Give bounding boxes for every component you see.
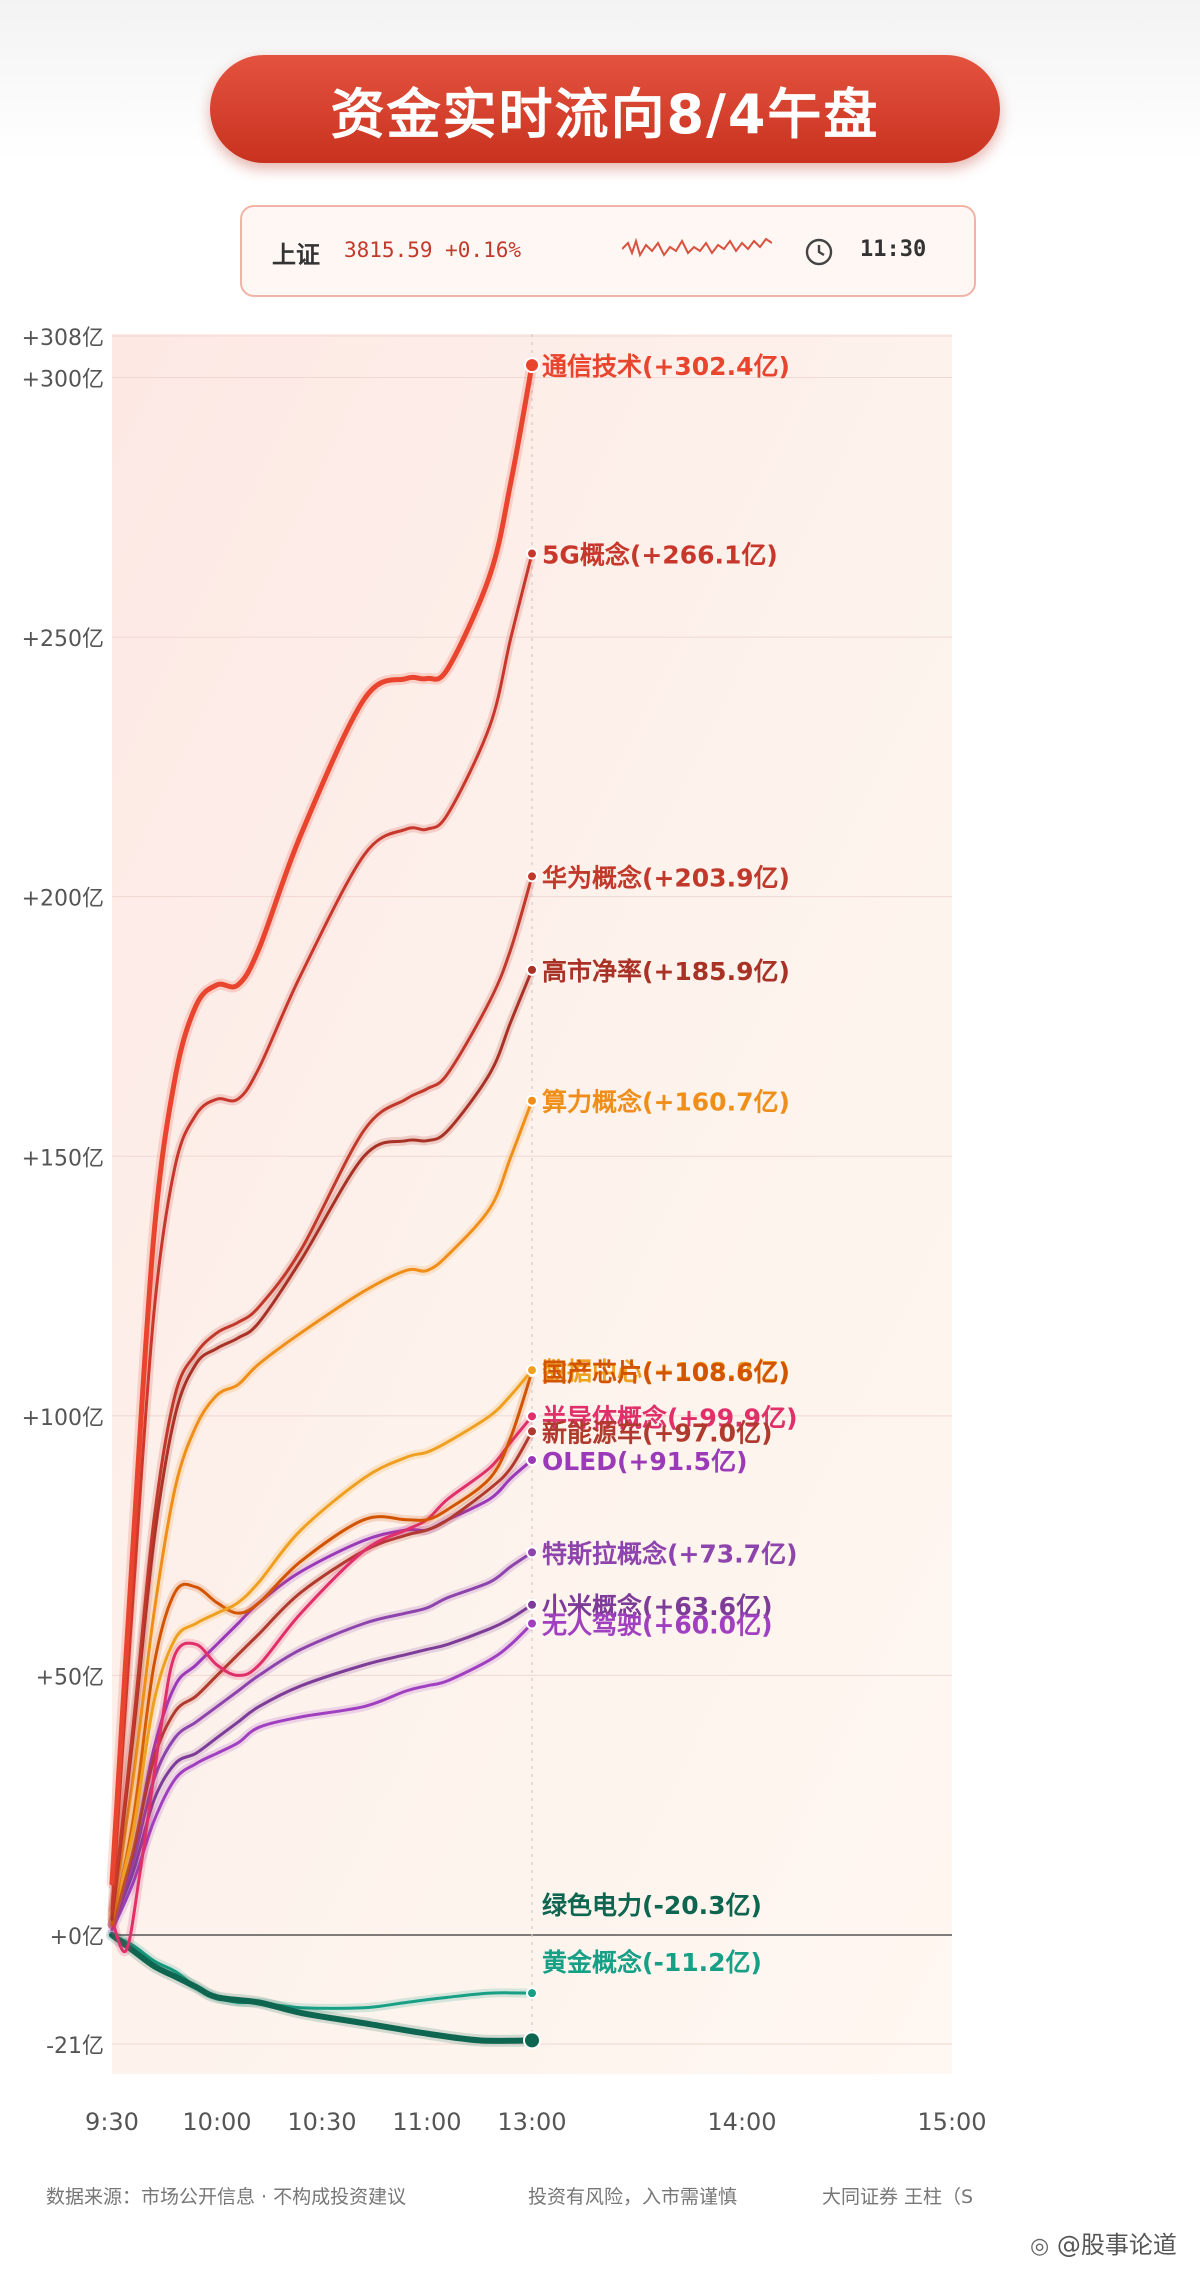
series-label: 新能源车(+97.0亿) xyxy=(542,1418,773,1447)
series-label: 数据中心(+108.8亿) xyxy=(542,1357,790,1386)
index-ticker: 上证 3815.59 +0.16% 11:30 xyxy=(240,205,976,297)
y-tick-label: -21亿 xyxy=(46,2034,104,2059)
index-time: 11:30 xyxy=(860,237,927,262)
series-line xyxy=(110,1368,534,1921)
index-name: 上证 xyxy=(272,241,320,269)
series-line xyxy=(109,362,535,1886)
series-end-point xyxy=(526,1546,538,1559)
series-label: 5G概念(+266.1亿) xyxy=(542,541,778,570)
fund-flow-chart: +308亿 +300亿 +250亿 +200亿 +150亿 +100亿 +50亿 +0亿 -21… xyxy=(22,326,987,2136)
series-line xyxy=(110,552,534,1911)
clock-icon xyxy=(805,238,833,266)
series-label: 小米概念(+63.6亿) xyxy=(542,1592,773,1621)
series-line xyxy=(110,1622,534,1932)
series-line xyxy=(110,1414,534,1954)
y-tick-label: +100亿 xyxy=(22,1406,104,1431)
x-tick-label: 15:00 xyxy=(917,2108,986,2136)
series-end-point xyxy=(526,963,538,976)
series-end-point xyxy=(526,1598,538,1611)
footer-author: 大同证券 王柱（S xyxy=(822,2186,974,2208)
series-end-point xyxy=(526,1453,538,1466)
series-end-point xyxy=(523,2031,541,2050)
x-tick-label: 13:00 xyxy=(497,2108,566,2136)
page-title: 资金实时流向8/4午盘 xyxy=(210,55,1000,163)
x-tick-label: 10:30 xyxy=(287,2108,356,2136)
sparkline-icon xyxy=(622,237,772,258)
series-end-point xyxy=(526,547,538,560)
series-line xyxy=(110,1099,534,1916)
y-tick-label: +0亿 xyxy=(50,1925,104,1950)
y-tick-label: +300亿 xyxy=(22,368,104,393)
series-label: 华为概念(+203.9亿) xyxy=(542,863,790,892)
series-label: 通信技术(+302.4亿) xyxy=(542,352,790,381)
x-tick-label: 9:30 xyxy=(85,2108,139,2136)
series-end-point xyxy=(526,1617,538,1630)
y-tick-label: +250亿 xyxy=(22,627,104,652)
x-tick-label: 10:00 xyxy=(182,2108,251,2136)
series-end-point xyxy=(526,1364,538,1377)
footer-risk: 投资有风险，入市需谨慎 xyxy=(528,2186,738,2208)
series-line xyxy=(110,968,534,1921)
x-tick-label: 14:00 xyxy=(707,2108,776,2136)
series-label: OLED(+91.5亿) xyxy=(542,1447,748,1476)
series-line xyxy=(110,1550,534,1927)
x-tick-label: 11:00 xyxy=(392,2108,461,2136)
series-line xyxy=(110,1369,534,1927)
series-label: 绿色电力(-20.3亿) xyxy=(542,1891,762,1920)
series-label: 高市净率(+185.9亿) xyxy=(542,957,790,986)
y-tick-label: +50亿 xyxy=(36,1665,104,1690)
y-tick-label: +200亿 xyxy=(22,887,104,912)
series-line xyxy=(110,1603,534,1927)
watermark: ◎ @股事论道 xyxy=(1030,2225,1177,2260)
series-end-point xyxy=(526,1094,538,1107)
series-label: 算力概念(+160.7亿) xyxy=(542,1088,790,1117)
series-label: 无人驾驶(+60.0亿) xyxy=(542,1610,773,1639)
y-tick-label: +308亿 xyxy=(22,326,104,351)
series-line xyxy=(109,1932,535,2044)
y-tick-label: +150亿 xyxy=(22,1146,104,1171)
series-label: 国产芯片(+108.6亿) xyxy=(542,1358,790,1387)
watermark-text: @股事论道 xyxy=(1056,2231,1177,2259)
series-end-point xyxy=(526,870,538,883)
index-value: 3815.59 +0.16% xyxy=(344,238,522,262)
series-label: 黄金概念(-11.2亿) xyxy=(542,1948,762,1977)
series-label: 半导体概念(+99.9亿) xyxy=(542,1403,798,1432)
series-line xyxy=(110,874,534,1916)
weibo-icon: ◎ xyxy=(1030,2234,1050,2259)
series-end-point xyxy=(526,1425,538,1438)
series-label: 特斯拉概念(+73.7亿) xyxy=(542,1539,798,1568)
series-end-point xyxy=(526,1987,538,2000)
footer-source: 数据来源：市场公开信息 · 不构成投资建议 xyxy=(46,2186,407,2208)
plot-background xyxy=(112,334,952,2074)
series-end-point xyxy=(526,1410,538,1423)
series-end-point xyxy=(524,357,540,374)
